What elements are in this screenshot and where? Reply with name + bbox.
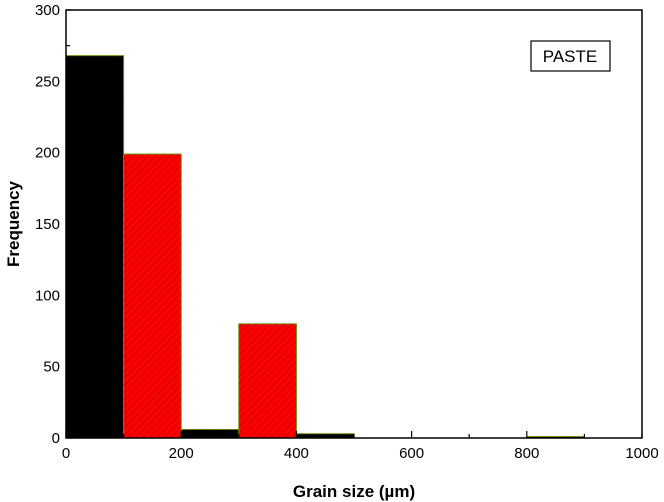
bar-hatch [238,323,297,438]
x-tick-label: 400 [284,445,309,462]
x-tick-label: 600 [399,445,424,462]
y-tick-label: 100 [35,287,60,304]
x-tick-label: 1000 [625,445,658,462]
bar-hatch [66,55,124,439]
y-tick-label: 200 [35,145,60,162]
y-tick-label: 150 [35,216,60,233]
y-tick-label: 50 [43,359,60,376]
histogram-bar-1 [123,153,182,439]
histogram-bar-2 [180,428,240,439]
y-tick-label: 300 [35,2,60,19]
bars-group [65,55,585,439]
axis-ticks [65,9,643,439]
legend-box [530,40,611,72]
bar-hatch [296,433,354,438]
histogram-bar-0 [65,55,125,439]
x-tick-label: 0 [62,445,70,462]
axis-tick-labels: 0 200 400 600 800 1000 0 50 100 150 200 250 300 [35,2,659,462]
y-axis-title: Frequency [4,180,23,267]
x-tick-label: 800 [514,445,539,462]
x-tick-label: 200 [169,445,194,462]
legend: PASTE [530,40,611,72]
bar-hatch [181,429,239,438]
legend-label: PASTE [543,47,597,66]
y-tick-label: 0 [52,430,60,447]
x-axis-title: Grain size (µm) [293,482,415,501]
bar-hatch [123,154,182,439]
y-tick-label: 250 [35,73,60,90]
histogram-bar-3 [238,323,297,439]
